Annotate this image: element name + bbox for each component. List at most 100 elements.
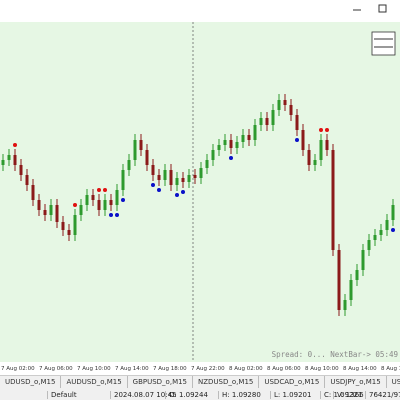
candle-body bbox=[7, 155, 11, 160]
signal-dot bbox=[151, 183, 155, 187]
time-label: 8 Aug 02:00 bbox=[229, 366, 263, 372]
candle-body bbox=[67, 230, 71, 235]
candle-body bbox=[91, 195, 95, 200]
candle-body bbox=[355, 270, 359, 280]
candle-body bbox=[229, 140, 233, 148]
candle-body bbox=[121, 170, 125, 190]
candle-body bbox=[19, 165, 23, 175]
candle-body bbox=[151, 165, 155, 175]
signal-dot bbox=[391, 228, 395, 232]
time-axis-background bbox=[0, 362, 400, 375]
symbol-tab[interactable]: GBPUSD_o,M15 bbox=[128, 376, 194, 388]
time-label: 8 Aug 06:00 bbox=[267, 366, 301, 372]
info-text: Spread: 0... NextBar-> 05:49 bbox=[272, 350, 398, 359]
signal-dot bbox=[97, 188, 101, 192]
candle-body bbox=[331, 150, 335, 250]
candle-body bbox=[319, 140, 323, 160]
candle-body bbox=[241, 135, 245, 142]
candle-body bbox=[97, 200, 101, 210]
symbol-tab[interactable]: AUDUSD_o,M15 bbox=[61, 376, 128, 388]
candle-body bbox=[373, 235, 377, 240]
signal-dot bbox=[103, 188, 107, 192]
signal-dot bbox=[325, 128, 329, 132]
candle-body bbox=[385, 220, 389, 230]
symbol-tab[interactable]: NZDUSD_o,M15 bbox=[193, 376, 260, 388]
candle-body bbox=[271, 110, 275, 125]
candle-body bbox=[115, 190, 119, 205]
candle-body bbox=[169, 170, 173, 185]
candle-body bbox=[145, 150, 149, 165]
signal-dot bbox=[295, 138, 299, 142]
candle-body bbox=[1, 160, 5, 165]
candle-body bbox=[379, 230, 383, 235]
signal-dot bbox=[229, 156, 233, 160]
chart: Spread: 0... NextBar-> 05:49 7 Aug 02:00 7… bbox=[0, 22, 400, 375]
status-field: 2024.08.07 10:45 bbox=[110, 391, 176, 399]
signal-dot bbox=[121, 198, 125, 202]
status-bar: Default 2024.08.07 10:45 O: 1.09244 H: 1.09… bbox=[0, 390, 400, 400]
candle-body bbox=[139, 140, 143, 150]
status-field: V: 1366 bbox=[333, 391, 364, 399]
status-field: C: 1.09221 bbox=[320, 391, 362, 399]
time-label: 7 Aug 14:00 bbox=[115, 366, 149, 372]
candle-body bbox=[133, 140, 137, 160]
candle-body bbox=[223, 140, 227, 145]
candle-body bbox=[307, 150, 311, 165]
candle-body bbox=[37, 200, 41, 210]
candle-body bbox=[49, 205, 53, 215]
signal-dot bbox=[181, 190, 185, 194]
candle-body bbox=[157, 175, 161, 180]
status-field: H: 1.09280 bbox=[218, 391, 261, 399]
candle-body bbox=[217, 145, 221, 150]
candle-body bbox=[301, 130, 305, 150]
title-bar bbox=[0, 0, 400, 22]
candle-body bbox=[31, 185, 35, 200]
candle-body bbox=[337, 250, 341, 310]
candle-body bbox=[343, 300, 347, 310]
candle-body bbox=[325, 140, 329, 150]
signal-dot bbox=[13, 143, 17, 147]
status-field: 76421/974 bbox=[365, 391, 400, 399]
status-field: O: 1.09244 bbox=[165, 391, 208, 399]
symbol-tabs: UDUSD_o,M15 AUDUSD_o,M15 GBPUSD_o,M15 NZDUS… bbox=[0, 375, 400, 390]
candle-body bbox=[247, 135, 251, 140]
time-label: 7 Aug 02:00 bbox=[1, 366, 35, 372]
candle-body bbox=[391, 205, 395, 220]
candle-body bbox=[61, 222, 65, 230]
candle-body bbox=[199, 168, 203, 178]
candle-body bbox=[349, 280, 353, 300]
candle-body bbox=[25, 175, 29, 185]
status-field: Default bbox=[47, 391, 77, 399]
symbol-tab[interactable]: USDCAD_o,M15 bbox=[259, 376, 326, 388]
candle-body bbox=[259, 118, 263, 125]
candle-body bbox=[283, 100, 287, 105]
time-label: 7 Aug 06:00 bbox=[39, 366, 73, 372]
plot-background bbox=[0, 22, 400, 362]
candle-body bbox=[277, 100, 281, 110]
candle-body bbox=[13, 155, 17, 165]
candle-body bbox=[85, 195, 89, 205]
candle-body bbox=[253, 125, 257, 140]
candle-body bbox=[211, 150, 215, 160]
mini-panel bbox=[371, 31, 396, 56]
candle-body bbox=[103, 200, 107, 210]
candle-body bbox=[187, 175, 191, 182]
symbol-tab[interactable]: UDUSD_o,M15 bbox=[0, 376, 62, 388]
candle-body bbox=[361, 250, 365, 270]
candle-body bbox=[73, 215, 77, 235]
candle-body bbox=[181, 178, 185, 182]
candle-body bbox=[127, 160, 131, 170]
time-label: 8 Aug 18:00 bbox=[381, 366, 400, 372]
time-label: 7 Aug 10:00 bbox=[77, 366, 111, 372]
minimize-button[interactable] bbox=[352, 4, 362, 14]
maximize-button[interactable] bbox=[378, 4, 388, 14]
candle-body bbox=[175, 178, 179, 185]
candle-body bbox=[295, 115, 299, 130]
candle-body bbox=[79, 205, 83, 215]
candle-body bbox=[313, 160, 317, 165]
symbol-tab[interactable]: USDCHF_o,M15 bbox=[387, 376, 400, 388]
signal-dot bbox=[109, 213, 113, 217]
symbol-tab[interactable]: USDJPY_o,M15 bbox=[325, 376, 387, 388]
signal-dot bbox=[319, 128, 323, 132]
time-label: 8 Aug 10:00 bbox=[305, 366, 339, 372]
